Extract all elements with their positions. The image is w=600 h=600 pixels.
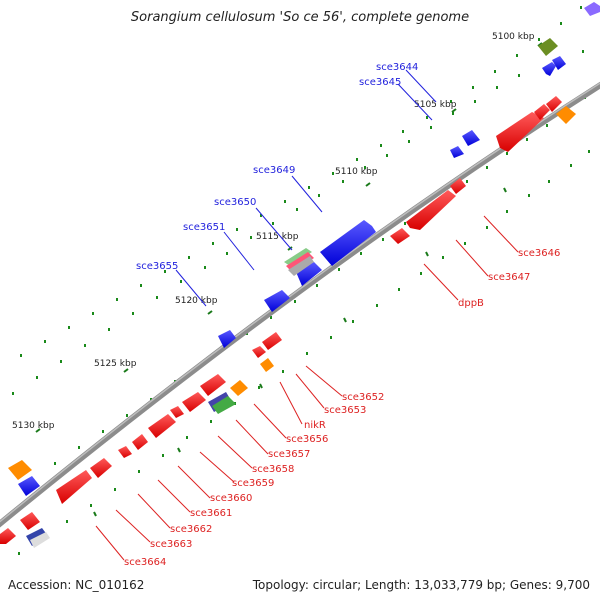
- gene-reverse: [252, 346, 266, 358]
- gene-label: sce3650: [214, 197, 256, 208]
- feature-rna: [556, 106, 576, 124]
- scale-label: 5115 kbp: [256, 232, 299, 242]
- accession-text: Accession: NC_010162: [8, 578, 145, 592]
- gene-label: sce3645: [359, 77, 401, 88]
- gene-reverse: [20, 512, 40, 530]
- gene-reverse: [534, 104, 550, 120]
- gene-reverse: [0, 528, 16, 544]
- forward-leaders: [175, 69, 437, 307]
- gene-reverse: [148, 414, 176, 438]
- feature-rna: [230, 380, 248, 396]
- gene-reverse: [262, 332, 282, 350]
- gene-label: sce3663: [150, 539, 192, 550]
- gene-reverse: [200, 374, 226, 396]
- reverse-leaders: [95, 215, 519, 561]
- feature-stack: [288, 256, 314, 276]
- scale-label: 5130 kbp: [12, 421, 55, 431]
- gene-label: dppB: [458, 298, 484, 309]
- forward-labels: sce3644 sce3645 sce3649 sce3650 sce3651 …: [136, 62, 418, 272]
- gene-reverse: [390, 228, 410, 244]
- reverse-labels: sce3646 sce3647 dppB sce3652 sce3653 nik…: [124, 248, 560, 568]
- tick-row-mid: [12, 50, 584, 395]
- gene-label: sce3651: [183, 222, 225, 233]
- gene-reverse: [170, 406, 184, 418]
- gene-reverse: [406, 190, 456, 230]
- gene-reverse: [546, 96, 562, 112]
- gene-reverse: [182, 392, 206, 412]
- map-title: Sorangium cellulosum 'So ce 56', complet…: [130, 10, 470, 25]
- gene-label: sce3655: [136, 261, 178, 272]
- scale-label: 5120 kbp: [175, 296, 218, 306]
- gene-reverse: [56, 470, 92, 504]
- scale-label: 5105 kbp: [414, 100, 457, 110]
- gene-label: sce3653: [324, 405, 366, 416]
- gene-reverse: [450, 178, 466, 194]
- gene-label: sce3660: [210, 493, 252, 504]
- gene-label: sce3662: [170, 524, 212, 535]
- genome-summary-text: Topology: circular; Length: 13,033,779 b…: [252, 578, 590, 592]
- gene-reverse: [496, 112, 544, 152]
- reverse-genes: [0, 96, 562, 544]
- gene-forward: [218, 330, 236, 348]
- tick-row-bottom: [18, 150, 590, 555]
- gene-label: nikR: [304, 420, 326, 431]
- scale-label: 5100 kbp: [492, 32, 535, 42]
- feature-rna: [260, 358, 274, 372]
- genome-backbone: [0, 81, 600, 528]
- gene-forward: [462, 130, 480, 146]
- major-ticks: [35, 42, 543, 517]
- gene-forward: [542, 62, 556, 76]
- gene-forward: [584, 2, 600, 16]
- gene-label: sce3664: [124, 557, 166, 568]
- feature-rna: [8, 460, 32, 480]
- gene-forward: [264, 290, 290, 312]
- scale-labels: 5100 kbp 5105 kbp 5110 kbp 5115 kbp 5120…: [12, 32, 535, 431]
- gene-label: sce3646: [518, 248, 560, 259]
- gene-reverse: [132, 434, 148, 450]
- forward-genes: [18, 2, 600, 496]
- gene-label: sce3661: [190, 508, 232, 519]
- gene-reverse: [90, 458, 112, 478]
- gene-label: sce3649: [253, 165, 295, 176]
- gene-forward: [18, 476, 40, 496]
- feature-stack: [284, 248, 312, 266]
- gene-forward: [552, 56, 566, 70]
- gene-forward: [320, 220, 376, 266]
- other-features: [8, 38, 576, 548]
- gene-forward: [450, 146, 464, 158]
- gene-forward: [296, 262, 322, 286]
- scale-label: 5125 kbp: [94, 359, 137, 369]
- gene-label: sce3658: [252, 464, 294, 475]
- gene-label: sce3659: [232, 478, 274, 489]
- gene-label: sce3644: [376, 62, 418, 73]
- gene-reverse: [118, 446, 132, 458]
- gene-label: sce3647: [488, 272, 530, 283]
- gene-forward: [212, 396, 236, 414]
- gene-label: sce3652: [342, 392, 384, 403]
- feature-stack: [30, 532, 50, 548]
- tick-row-outer: [20, 6, 582, 357]
- scale-label: 5110 kbp: [335, 167, 378, 177]
- feature-misc: [538, 38, 558, 56]
- gene-label: sce3656: [286, 434, 328, 445]
- gene-label: sce3657: [268, 449, 310, 460]
